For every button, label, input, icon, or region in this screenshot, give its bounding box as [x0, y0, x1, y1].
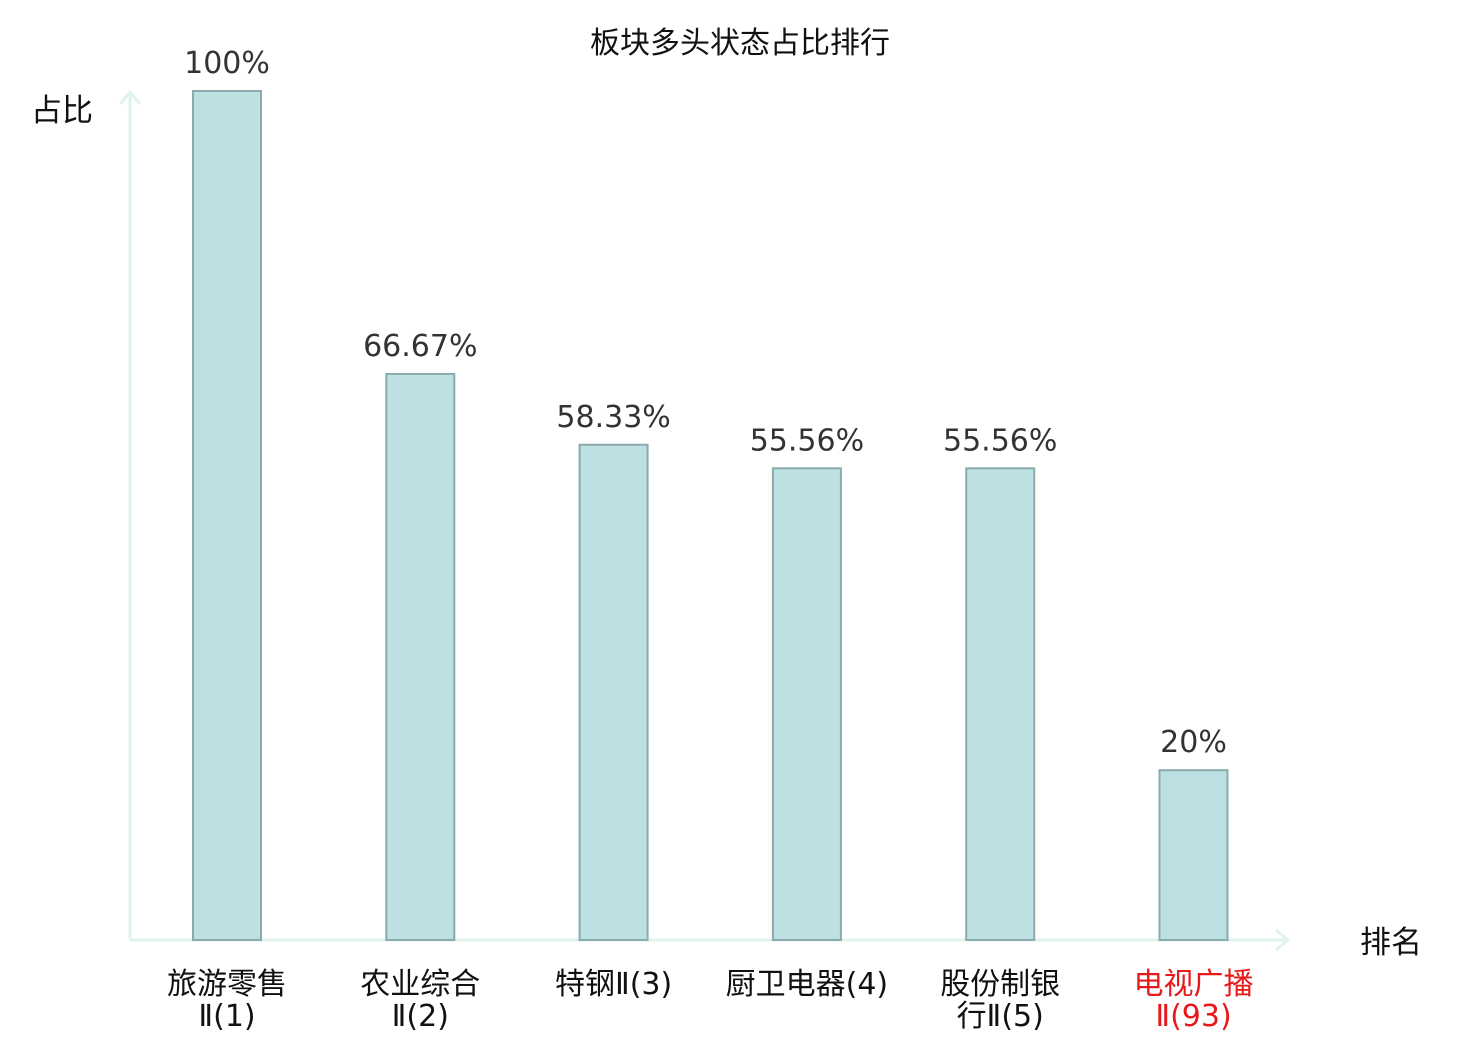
x-axis-arrow [1275, 928, 1291, 952]
bar [771, 467, 842, 941]
x-tick-label: 股份制银 [940, 967, 1060, 1002]
bar [578, 443, 649, 941]
x-tick-label: 厨卫电器(4) [726, 967, 889, 1002]
bar-series [192, 90, 1229, 942]
x-tick-label: 农业综合 [360, 967, 480, 1002]
bar-value-label: 55.56% [943, 423, 1057, 458]
bar-value-label: 58.33% [556, 400, 670, 435]
data-labels: 100% 66.67% 58.33% 55.56% 55.56% 20% [184, 46, 1227, 760]
x-tick-label: 行Ⅱ(5) [957, 999, 1044, 1034]
bar [1158, 769, 1229, 942]
bar-value-label: 100% [184, 46, 270, 81]
bar [192, 90, 262, 941]
bar [385, 372, 456, 942]
x-tick-label: Ⅱ(93) [1155, 999, 1231, 1034]
x-tick-label: Ⅱ(2) [392, 999, 449, 1034]
x-tick-label: 特钢Ⅱ(3) [555, 967, 672, 1002]
x-tick-label: 电视广播 [1134, 967, 1254, 1002]
bar [965, 467, 1036, 941]
x-tick-label: Ⅱ(1) [198, 999, 255, 1034]
y-axis-label: 占比 [31, 93, 93, 129]
y-axis-arrow [118, 89, 142, 105]
x-tick-label: 旅游零售 [167, 967, 287, 1002]
x-axis-label: 排名 [1360, 925, 1422, 961]
chart-title: 板块多头状态占比排行 [590, 26, 890, 61]
bar-value-label: 55.56% [750, 423, 864, 458]
bar-value-label: 20% [1160, 725, 1227, 760]
bar-value-label: 66.67% [363, 329, 477, 364]
axes [118, 89, 1291, 952]
